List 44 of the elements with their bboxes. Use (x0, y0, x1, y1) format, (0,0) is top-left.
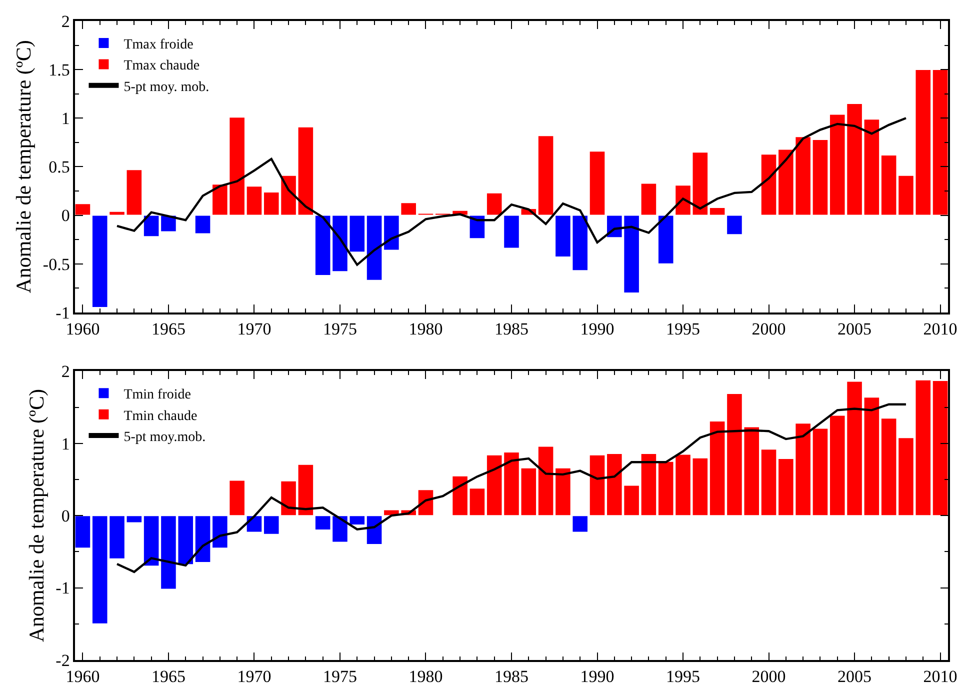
x-tick-label: 1985 (494, 320, 528, 339)
x-tick-label: 2010 (923, 320, 958, 339)
x-tick-label: 1985 (494, 667, 528, 686)
legend-label: 5-pt moy.mob. (124, 430, 206, 446)
legend-label: Tmax froide (124, 37, 194, 52)
y-axis-title: Anomalie de temperature (ºC) (12, 40, 36, 294)
legend-label: 5-pt moy. mob. (124, 80, 210, 95)
legend-label: Tmin chaude (124, 408, 198, 424)
y-tick-label: -1 (56, 303, 70, 322)
x-tick-label: 1965 (151, 320, 186, 339)
y-tick-label: 0.5 (48, 158, 70, 177)
x-tick-label: 1970 (237, 667, 272, 686)
y-tick-label: -1 (56, 578, 70, 598)
y-tick-label: 0 (61, 506, 70, 526)
y-axis-title: Anomalie de temperature (ºC) (24, 389, 48, 642)
x-tick-label: 1980 (408, 667, 443, 686)
y-tick-label: -0.5 (42, 254, 70, 274)
y-tick-label: 2 (61, 12, 70, 31)
x-tick-label: 1995 (666, 320, 700, 339)
line-series (116, 117, 908, 266)
y-tick-label: 0 (61, 206, 70, 226)
y-tick-label: 1 (61, 109, 70, 128)
x-tick-label: 1975 (322, 320, 357, 339)
x-tick-label: 1990 (580, 320, 614, 339)
x-tick-label: 2005 (838, 320, 872, 339)
x-tick-label: 1960 (66, 667, 100, 686)
y-tick-label: 2 (61, 362, 70, 382)
x-tick-label: 1975 (322, 667, 357, 686)
y-tick-label: 1 (61, 434, 70, 454)
x-tick-label: 1965 (151, 667, 186, 686)
x-tick-label: 2005 (838, 667, 872, 686)
y-tick-label: 1.5 (48, 60, 70, 80)
x-tick-label: 1980 (408, 320, 443, 339)
x-tick-label: 2010 (923, 667, 958, 686)
legend-label: Tmax chaude (124, 58, 200, 74)
line-series (116, 403, 908, 574)
x-tick-label: 1995 (666, 667, 700, 686)
x-tick-label: 2000 (752, 320, 786, 339)
y-tick-label: -2 (56, 650, 70, 670)
x-tick-label: 1990 (580, 667, 614, 686)
legend-label: Tmin froide (124, 388, 191, 403)
x-tick-label: 1970 (237, 320, 272, 339)
x-tick-label: 2000 (752, 667, 786, 686)
x-tick-label: 1960 (66, 320, 100, 339)
